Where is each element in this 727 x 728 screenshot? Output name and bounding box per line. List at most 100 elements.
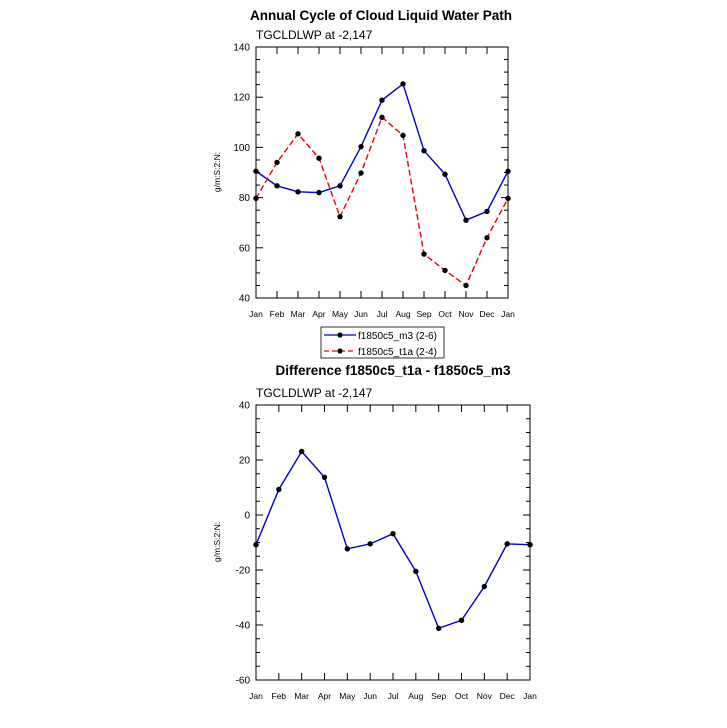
x-tick-label: Jul bbox=[377, 309, 388, 319]
y-tick-label: -60 bbox=[236, 676, 251, 687]
x-tick-label: May bbox=[332, 309, 349, 319]
data-point bbox=[484, 208, 490, 215]
y-tick-label: 140 bbox=[233, 43, 250, 54]
data-point bbox=[505, 195, 511, 202]
panel-difference: Difference f1850c5_t1a - f1850c5_m3 TGCL… bbox=[212, 363, 537, 701]
series-line-1 bbox=[255, 116, 509, 287]
y-tick-label: -40 bbox=[236, 621, 251, 632]
data-point bbox=[253, 542, 259, 548]
y-tick-label: 40 bbox=[239, 294, 251, 305]
y-axis-label: g/m:S:2:N: bbox=[212, 152, 222, 192]
data-point bbox=[274, 159, 280, 166]
x-tick-label: Sep bbox=[431, 691, 446, 701]
y-tick-label: 40 bbox=[239, 401, 251, 412]
data-point bbox=[400, 81, 406, 87]
x-tick-label: Jan bbox=[249, 691, 263, 701]
data-point bbox=[295, 189, 301, 195]
y-tick-label: 0 bbox=[244, 511, 250, 522]
x-tick-label: Feb bbox=[270, 309, 285, 319]
series-line-0 bbox=[255, 450, 531, 630]
data-point bbox=[379, 114, 385, 120]
data-point bbox=[344, 546, 351, 552]
data-point bbox=[298, 448, 305, 455]
chart-title: Annual Cycle of Cloud Liquid Water Path bbox=[250, 8, 512, 23]
x-tick-label: Jan bbox=[501, 309, 515, 319]
x-tick-label: Sep bbox=[416, 309, 431, 319]
data-point bbox=[358, 170, 364, 176]
data-point bbox=[413, 568, 419, 575]
data-point bbox=[379, 97, 385, 103]
legend-label-t1a: f1850c5_t1a (2-4) bbox=[358, 347, 437, 358]
x-tick-label: Jun bbox=[354, 309, 368, 319]
panel-annual-cycle: Annual Cycle of Cloud Liquid Water Path … bbox=[212, 8, 515, 319]
data-point bbox=[358, 143, 364, 150]
series-line-0 bbox=[255, 82, 509, 222]
data-point bbox=[435, 625, 442, 631]
plot-frame bbox=[255, 404, 531, 681]
data-point bbox=[421, 251, 427, 257]
x-tick-label: Feb bbox=[272, 691, 287, 701]
data-point bbox=[295, 131, 301, 137]
data-point bbox=[253, 168, 259, 174]
data-point bbox=[390, 531, 396, 537]
data-point bbox=[274, 183, 280, 189]
x-tick-label: Aug bbox=[395, 309, 410, 319]
data-point bbox=[337, 213, 343, 220]
x-tick-label: Apr bbox=[312, 309, 325, 319]
chart-title: Difference f1850c5_t1a - f1850c5_m3 bbox=[276, 363, 511, 378]
data-point bbox=[505, 168, 511, 174]
plot-frame bbox=[255, 46, 509, 299]
data-point bbox=[481, 583, 488, 590]
x-tick-label: Dec bbox=[500, 691, 516, 701]
legend-marker-m3 bbox=[337, 332, 343, 338]
data-point bbox=[458, 617, 465, 624]
data-point bbox=[337, 183, 343, 189]
legend: f1850c5_m3 (2-6) f1850c5_t1a (2-4) bbox=[320, 326, 445, 359]
data-point bbox=[400, 132, 406, 139]
data-point bbox=[504, 541, 510, 547]
x-tick-label: Aug bbox=[408, 691, 423, 701]
x-tick-label: Oct bbox=[438, 309, 452, 319]
data-point bbox=[442, 267, 448, 274]
data-point bbox=[442, 171, 448, 177]
data-point bbox=[321, 474, 328, 481]
y-tick-label: 20 bbox=[239, 456, 251, 467]
x-tick-label: Apr bbox=[318, 691, 331, 701]
y-axis-label: g/m:S:2:N: bbox=[212, 522, 222, 562]
y-tick-label: 120 bbox=[233, 93, 250, 104]
data-point bbox=[484, 235, 490, 241]
data-point bbox=[463, 217, 469, 223]
x-tick-label: Nov bbox=[458, 309, 474, 319]
data-point bbox=[253, 195, 259, 202]
data-point bbox=[421, 147, 427, 154]
legend-label-m3: f1850c5_m3 (2-6) bbox=[358, 331, 437, 342]
y-tick-label: 60 bbox=[239, 243, 251, 254]
axes-ticks: Jan Feb Mar Apr May Jun Jul Aug Sep Oct Nov Dec Jan 4… bbox=[233, 43, 515, 320]
series-group bbox=[253, 448, 533, 631]
y-tick-label: 100 bbox=[233, 143, 250, 154]
x-tick-label: Mar bbox=[291, 309, 306, 319]
data-point bbox=[276, 486, 282, 493]
data-point bbox=[367, 541, 373, 547]
axes-ticks: Jan Feb Mar Apr May Jun Jul Aug Sep Oct Nov Dec Jan -… bbox=[236, 401, 538, 702]
x-tick-label: Jul bbox=[388, 691, 399, 701]
x-tick-label: Mar bbox=[294, 691, 309, 701]
y-tick-label: 80 bbox=[239, 193, 251, 204]
x-tick-label: May bbox=[339, 691, 356, 701]
data-point bbox=[316, 155, 322, 161]
data-point bbox=[316, 189, 322, 196]
series-group bbox=[253, 81, 511, 289]
x-tick-label: Oct bbox=[455, 691, 469, 701]
y-tick-label: -20 bbox=[236, 566, 251, 577]
data-point bbox=[527, 542, 533, 548]
x-tick-label: Nov bbox=[477, 691, 493, 701]
x-tick-label: Jan bbox=[523, 691, 537, 701]
x-tick-label: Jan bbox=[249, 309, 263, 319]
x-tick-label: Jun bbox=[363, 691, 377, 701]
chart-subtitle: TGCLDLWP at -2,147 bbox=[256, 386, 373, 400]
x-tick-label: Dec bbox=[479, 309, 495, 319]
legend-marker-t1a bbox=[337, 348, 343, 354]
data-point bbox=[463, 282, 469, 289]
chart-subtitle: TGCLDLWP at -2,147 bbox=[256, 28, 373, 42]
